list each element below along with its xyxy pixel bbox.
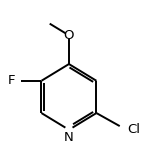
Text: N: N [64, 131, 74, 144]
Text: Cl: Cl [127, 123, 141, 136]
Text: O: O [64, 29, 74, 42]
Text: F: F [8, 74, 15, 87]
